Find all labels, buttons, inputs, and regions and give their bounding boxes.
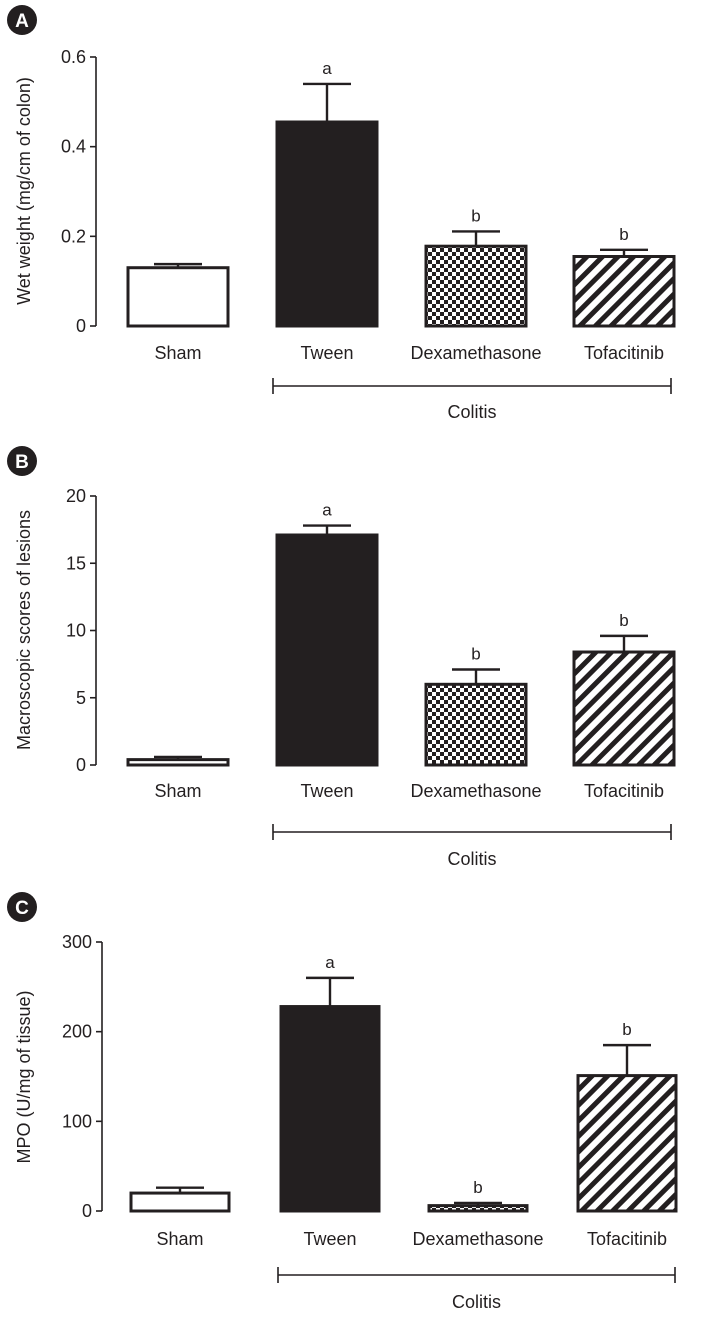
y-axis-title: MPO (U/mg of tissue) [14,990,34,1163]
category-label: Tofacitinib [587,1229,667,1249]
y-tick-label: 5 [76,688,86,708]
panel-b: B Macroscopic scores of lesions 0 5 10 15 20… [7,446,676,869]
category-label: Tween [303,1229,356,1249]
panel-badge [7,892,37,922]
panel-letter: B [15,452,29,473]
y-tick-label: 15 [66,553,86,573]
group-label: Colitis [447,849,496,869]
category-label: Sham [156,1229,203,1249]
bar-dexamethasone [424,244,528,328]
bar-tween [275,533,379,767]
plot-area: 0 0.2 0.4 0.6 Sham a Tween b Dexamethasone b Tofac… [61,47,676,422]
bar-tofacitinib [572,650,676,767]
bar-tofacitinib [576,1074,678,1213]
bar-dexamethasone [427,1204,529,1213]
panel-letter: A [15,11,29,32]
significance-label: a [325,953,335,972]
panel-badge [7,5,37,35]
bar-sham [129,1191,231,1213]
category-label: Tween [300,781,353,801]
group-label: Colitis [447,402,496,422]
panel-letter: C [15,898,29,919]
y-tick-label: 0.2 [61,226,86,246]
y-tick-label: 200 [62,1022,92,1042]
bar-tofacitinib [572,255,676,328]
bar-dexamethasone [424,682,528,767]
y-tick-label: 300 [62,932,92,952]
bar-tween [275,120,379,328]
bar-tween [279,1005,381,1213]
category-label: Sham [154,343,201,363]
significance-label: a [322,501,332,520]
significance-label: b [473,1178,482,1197]
y-tick-label: 0 [82,1201,92,1221]
y-tick-label: 0 [76,755,86,775]
category-label: Sham [154,781,201,801]
plot-area: 0 100 200 300 Sham a Tween b Dexamethasone b Tofac… [62,932,678,1312]
category-label: Tofacitinib [584,343,664,363]
significance-label: b [471,645,480,664]
bar-sham [126,266,230,328]
y-tick-label: 0 [76,316,86,336]
group-label: Colitis [452,1292,501,1312]
y-tick-label: 10 [66,621,86,641]
significance-label: b [471,206,480,225]
significance-label: b [619,611,628,630]
significance-label: a [322,59,332,78]
category-label: Dexamethasone [410,343,541,363]
y-axis-title: Wet weight (mg/cm of colon) [14,77,34,305]
y-tick-label: 20 [66,486,86,506]
y-axis-title: Macroscopic scores of lesions [14,510,34,750]
category-label: Dexamethasone [412,1229,543,1249]
category-label: Tofacitinib [584,781,664,801]
y-tick-label: 0.6 [61,47,86,67]
bar-sham [126,758,230,767]
panel-c: C MPO (U/mg of tissue) 0 100 200 300 Sham a Tw… [7,892,678,1312]
y-tick-label: 0.4 [61,137,86,157]
category-label: Dexamethasone [410,781,541,801]
panel-badge [7,446,37,476]
significance-label: b [619,225,628,244]
panel-a: A Wet weight (mg/cm of colon) 0 0.2 0.4 0.6… [7,5,676,422]
plot-area: 0 5 10 15 20 Sham a Tween b Dexamethasone b Tofacit… [66,486,676,869]
significance-label: b [622,1020,631,1039]
y-tick-label: 100 [62,1111,92,1131]
category-label: Tween [300,343,353,363]
